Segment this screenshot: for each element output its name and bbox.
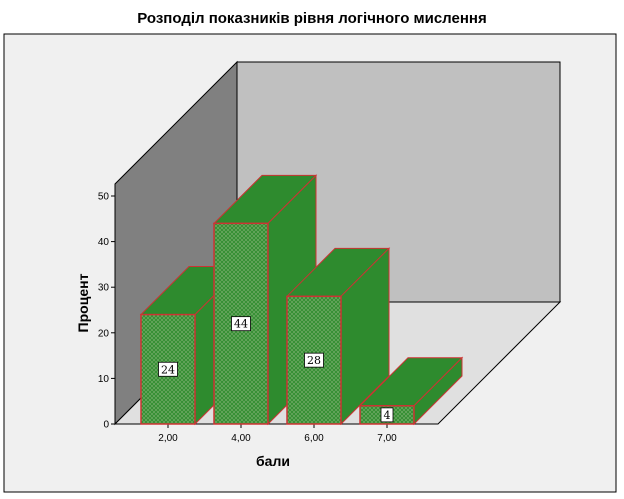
bar-front xyxy=(286,295,342,425)
y-tick-label: 10 xyxy=(98,374,110,385)
bar-6,00: 28 xyxy=(285,247,391,426)
data-label-box xyxy=(380,407,394,423)
x-tick-label: 4,00 xyxy=(231,433,251,444)
y-tick-label: 20 xyxy=(98,328,110,339)
x-tick-label: 7,00 xyxy=(377,433,397,444)
x-tick-label: 2,00 xyxy=(158,433,178,444)
data-label: 4 xyxy=(384,409,391,422)
data-label-box xyxy=(304,352,324,368)
x-axis-label: бали xyxy=(256,453,290,469)
x-tick-label: 6,00 xyxy=(304,433,324,444)
y-tick-label: 0 xyxy=(103,420,109,431)
data-label: 44 xyxy=(234,318,248,331)
y-tick-label: 40 xyxy=(98,237,110,248)
data-label-box xyxy=(231,316,251,332)
data-label: 24 xyxy=(161,363,175,376)
bar-7,00: 4 xyxy=(358,356,464,426)
bar-front xyxy=(213,222,269,425)
y-tick-label: 30 xyxy=(98,283,110,294)
data-label: 28 xyxy=(307,354,321,367)
y-axis-label: Процент xyxy=(75,273,91,332)
data-label-box xyxy=(158,361,178,377)
y-tick-label: 50 xyxy=(98,192,110,203)
chart-title: Розподіл показників рівня логічного мисл… xyxy=(137,10,487,27)
